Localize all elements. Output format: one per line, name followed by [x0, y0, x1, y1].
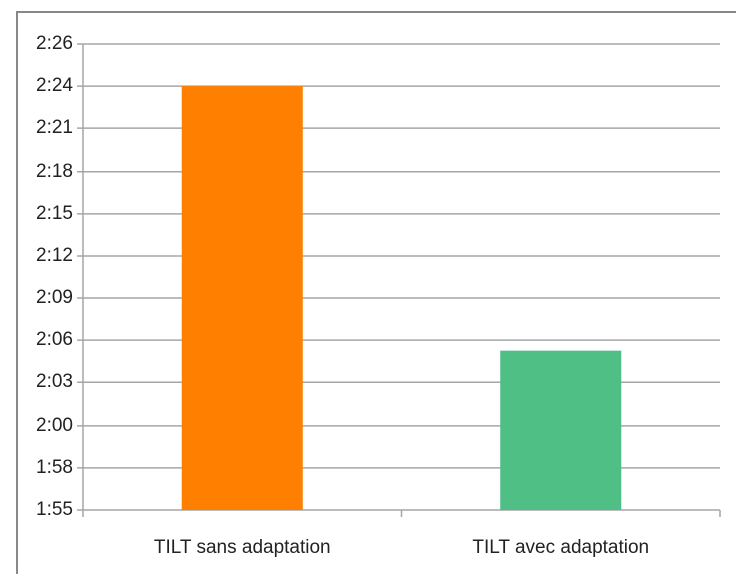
- y-tick-label: 2:03: [36, 371, 73, 392]
- y-tick-label: 2:26: [36, 33, 73, 54]
- bar: [500, 350, 622, 510]
- y-tick-label: 2:15: [36, 203, 73, 224]
- y-tick-label: 2:12: [36, 245, 73, 266]
- x-tick-label: TILT sans adaptation: [154, 537, 331, 558]
- y-tick-label: 1:58: [36, 457, 73, 478]
- y-tick-label: 2:21: [36, 117, 73, 138]
- frame: [16, 11, 736, 574]
- x-tick-label: TILT avec adaptation: [472, 537, 649, 558]
- y-tick-label: 2:18: [36, 161, 73, 182]
- y-tick-label: 2:06: [36, 329, 73, 350]
- y-tick-label: 1:55: [36, 499, 73, 520]
- bar: [181, 86, 303, 510]
- y-tick-label: 2:24: [36, 75, 73, 96]
- y-tick-label: 2:09: [36, 287, 73, 308]
- y-tick-label: 2:00: [36, 415, 73, 436]
